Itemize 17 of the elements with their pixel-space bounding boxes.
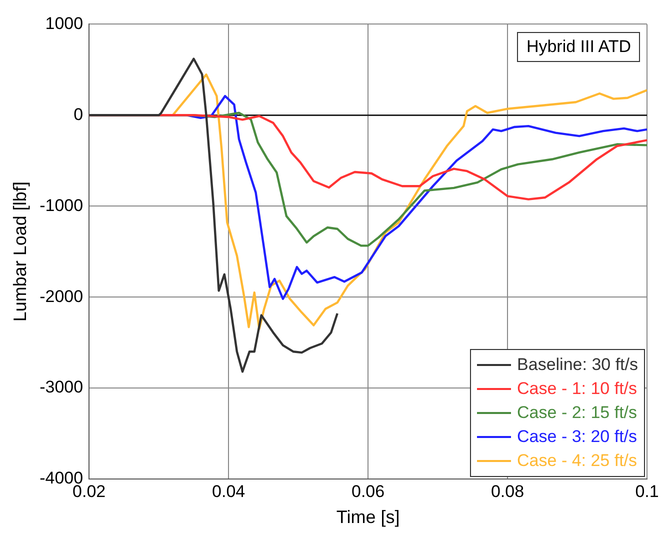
y-axis-title: Lumbar Load [lbf]	[10, 182, 30, 322]
y-tick-label: 1000	[45, 14, 84, 33]
legend-label: Baseline: 30 ft/s	[517, 355, 638, 375]
annotation: Hybrid III ATD	[517, 32, 640, 62]
x-tick-label: 0.08	[490, 482, 524, 501]
legend-label: Case - 3: 20 ft/s	[517, 427, 638, 447]
x-axis-title: Time [s]	[336, 507, 400, 528]
legend-label: Case - 2: 15 ft/s	[517, 403, 638, 423]
legend-label: Case - 1: 10 ft/s	[517, 379, 638, 399]
x-tick-label: 0.04	[212, 482, 246, 501]
x-tick-label: 0.06	[351, 482, 385, 501]
y-tick-label: -2000	[40, 286, 84, 306]
x-tick-label: 0.1	[635, 482, 659, 501]
legend-label: Case - 4: 25 ft/s	[517, 451, 638, 471]
y-tick-label: 0	[74, 104, 84, 124]
y-tick-label: -3000	[40, 378, 84, 397]
y-tick-label: -1000	[40, 196, 84, 215]
